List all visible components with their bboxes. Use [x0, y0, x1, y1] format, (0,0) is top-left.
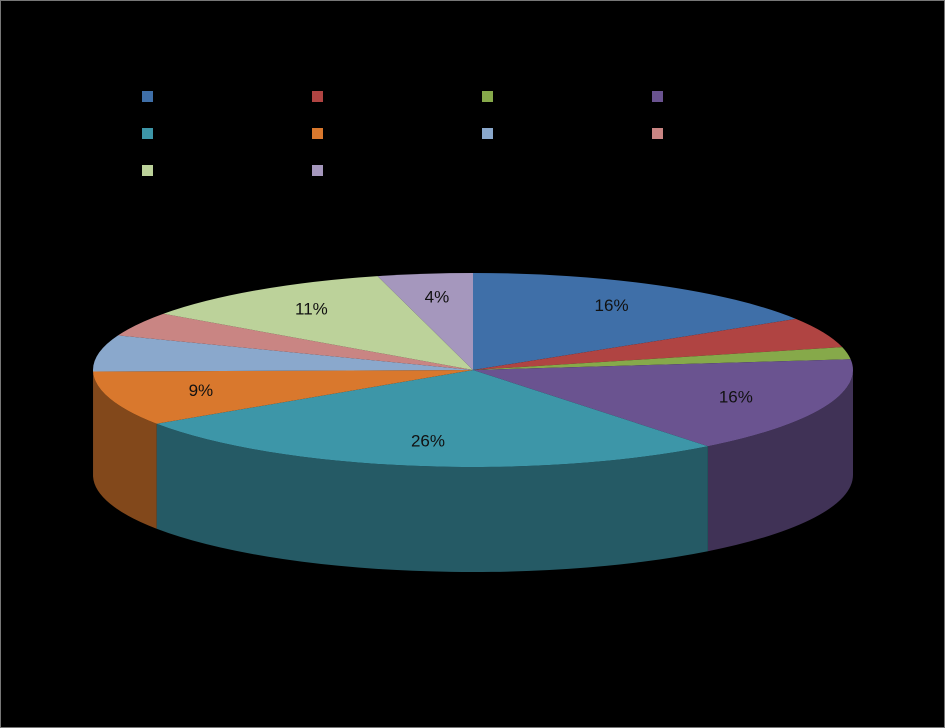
legend-swatch — [312, 165, 323, 176]
data-label: 4% — [425, 287, 450, 306]
pie-slice — [473, 359, 854, 447]
legend-swatch — [142, 165, 153, 176]
legend-swatch — [312, 91, 323, 102]
legend-swatch — [482, 128, 493, 139]
pie-slice — [377, 273, 473, 370]
pie-slice — [118, 313, 474, 370]
data-label: 16% — [595, 296, 629, 315]
legend-swatch — [142, 91, 153, 102]
pie-side — [93, 371, 157, 529]
data-label: 16% — [719, 388, 753, 407]
legend-swatch — [652, 128, 663, 139]
pie-side — [156, 423, 708, 572]
data-label: 9% — [189, 381, 214, 400]
legend-swatch — [652, 91, 663, 102]
data-label: 26% — [411, 431, 445, 450]
pie-slice — [473, 347, 851, 370]
legend-swatch — [142, 128, 153, 139]
pie-slice — [473, 318, 843, 370]
legend-swatch — [312, 128, 323, 139]
pie-slice — [473, 273, 796, 370]
legend-swatch — [482, 91, 493, 102]
pie-slice — [93, 370, 474, 424]
pie-slice — [93, 335, 473, 372]
pie-side — [707, 370, 853, 552]
pie-slice — [163, 276, 474, 370]
data-label: 11% — [295, 300, 328, 319]
pie-slice — [156, 370, 708, 468]
